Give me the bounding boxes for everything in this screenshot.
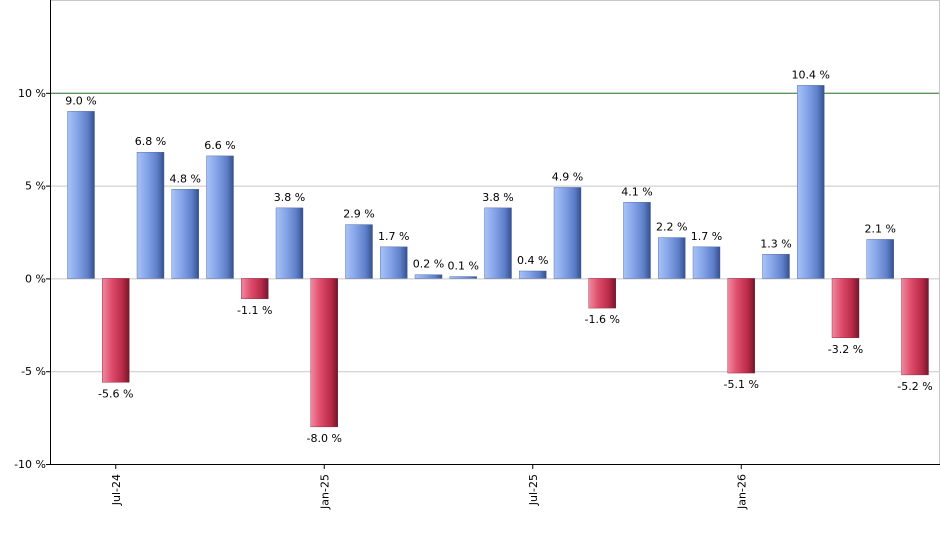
bar xyxy=(206,155,234,279)
bar xyxy=(831,278,860,338)
bar xyxy=(310,278,338,428)
data-label: 4.8 % xyxy=(170,172,201,185)
data-label: -1.6 % xyxy=(585,313,620,326)
bar xyxy=(762,254,790,279)
bar xyxy=(519,270,547,279)
bars xyxy=(67,85,929,428)
data-label: 0.1 % xyxy=(448,260,479,273)
bar xyxy=(484,207,512,279)
data-label: 1.7 % xyxy=(691,230,722,243)
bar xyxy=(553,187,582,279)
bar xyxy=(797,85,825,279)
bar xyxy=(901,278,929,376)
data-label: 6.6 % xyxy=(204,139,235,152)
bar xyxy=(102,278,130,383)
data-label: -8.0 % xyxy=(307,432,342,445)
y-tick-label: -10 % xyxy=(14,458,46,471)
data-label: 6.8 % xyxy=(135,135,166,148)
data-label: -5.1 % xyxy=(724,378,759,391)
y-tick-label: 0 % xyxy=(25,272,46,285)
bar xyxy=(623,202,651,279)
y-tick-label: 10 % xyxy=(18,87,46,100)
y-tick-label: 5 % xyxy=(25,180,46,193)
x-tick-label: Jan-26 xyxy=(735,474,748,510)
bar xyxy=(241,278,269,300)
x-tick-label: Jul-24 xyxy=(110,474,123,506)
y-tick-label: -5 % xyxy=(21,365,46,378)
bar xyxy=(727,278,755,374)
data-label: -1.1 % xyxy=(237,304,272,317)
data-label: 0.4 % xyxy=(517,254,548,267)
bar xyxy=(380,246,408,279)
data-label: 9.0 % xyxy=(65,94,96,107)
data-labels: 9.0 % -5.6 % 6.8 % 4.8 % 6.6 % -1.1 % 3.8 % -8.… xyxy=(65,68,932,445)
data-label: 10.4 % xyxy=(792,68,830,81)
bar xyxy=(345,224,373,279)
bar xyxy=(67,111,95,279)
bar xyxy=(866,239,894,279)
data-label: 4.9 % xyxy=(552,170,583,183)
data-label: 3.8 % xyxy=(274,191,305,204)
bar xyxy=(414,274,443,279)
axes xyxy=(50,0,940,465)
bar xyxy=(136,151,165,279)
bar xyxy=(171,189,199,279)
data-label: -5.6 % xyxy=(98,387,133,400)
data-label: 4.1 % xyxy=(621,185,652,198)
x-axis-ticks: Jul-24 Jan-25 Jul-25 Jan-26 xyxy=(110,464,748,510)
data-label: 1.3 % xyxy=(760,237,791,250)
data-label: 1.7 % xyxy=(378,230,409,243)
y-axis-ticks: 10 % 5 % 0 % -5 % -10 % xyxy=(14,87,50,471)
data-label: -3.2 % xyxy=(828,343,863,356)
data-label: 2.2 % xyxy=(656,221,687,234)
data-label: 2.9 % xyxy=(343,208,374,221)
bar xyxy=(692,246,721,279)
x-tick-label: Jul-25 xyxy=(527,474,540,506)
x-tick-label: Jan-25 xyxy=(318,474,331,510)
data-label: 0.2 % xyxy=(413,258,444,271)
bar xyxy=(449,276,477,279)
bar xyxy=(275,207,304,279)
data-label: -5.2 % xyxy=(897,380,932,393)
bar xyxy=(588,278,616,309)
bar xyxy=(658,237,686,279)
data-label: 2.1 % xyxy=(865,222,896,235)
data-label: 3.8 % xyxy=(482,191,513,204)
